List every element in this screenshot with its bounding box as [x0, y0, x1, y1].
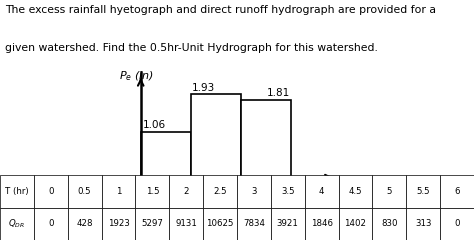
Bar — [241, 100, 291, 178]
Text: $P_e$ (in): $P_e$ (in) — [118, 70, 154, 83]
Bar — [141, 132, 191, 178]
Text: given watershed. Find the 0.5hr-Unit Hydrograph for this watershed.: given watershed. Find the 0.5hr-Unit Hyd… — [5, 43, 378, 54]
Bar — [191, 94, 241, 178]
Text: The excess rainfall hyetograph and direct runoff hydrograph are provided for a: The excess rainfall hyetograph and direc… — [5, 5, 436, 15]
Text: 1.93: 1.93 — [191, 83, 215, 93]
Text: 1.81: 1.81 — [266, 88, 290, 98]
Text: $t$ (hr): $t$ (hr) — [326, 183, 356, 196]
Text: 1.06: 1.06 — [143, 120, 166, 130]
